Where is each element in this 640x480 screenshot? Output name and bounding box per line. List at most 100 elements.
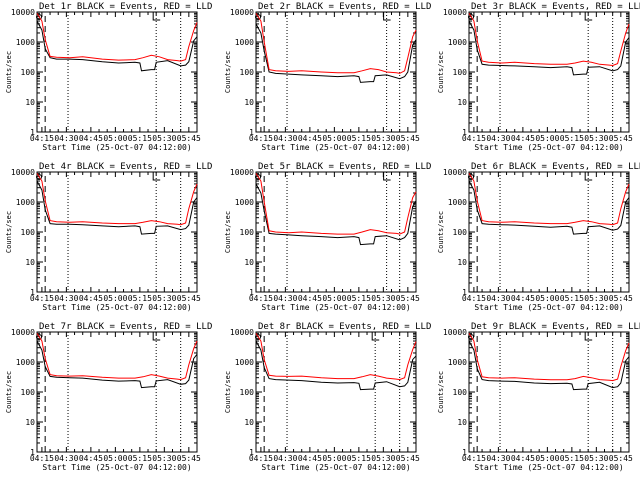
- panel-title: Det 7r BLACK = Events, RED = LLD: [39, 322, 212, 332]
- x-axis-label: Start Time (25-Oct-07 04:12:00): [474, 303, 623, 312]
- y-axis-label: Counts/sec: [5, 51, 13, 93]
- x-tick-label: 05:45: [609, 454, 633, 463]
- y-tick-label: 100: [21, 228, 36, 237]
- series-lld-line: [255, 333, 417, 381]
- x-tick-label: 04:15: [30, 294, 54, 303]
- x-tick-label: 04:45: [79, 294, 103, 303]
- y-tick-label: 10000: [230, 328, 254, 337]
- y-tick-label: 100: [240, 388, 255, 397]
- y-tick-label: 10: [457, 98, 467, 107]
- y-tick-label: 100: [21, 388, 36, 397]
- y-tick-label: 10: [457, 258, 467, 267]
- panel-det-9: Det 9r BLACK = Events, RED = LLD 1 10 100 10…: [437, 322, 640, 472]
- bracket-marker-icon: [383, 12, 391, 21]
- panel-title: Det 9r BLACK = Events, RED = LLD: [471, 322, 640, 332]
- y-tick-label: 1000: [235, 38, 254, 47]
- x-tick-label: 04:30: [273, 454, 297, 463]
- x-tick-label: 04:45: [79, 454, 103, 463]
- series-lld-line: [36, 13, 198, 62]
- series-events-line: [468, 340, 630, 391]
- x-tick-label: 05:45: [609, 134, 633, 143]
- x-tick-label: 05:15: [560, 134, 584, 143]
- y-axis-label: Counts/sec: [437, 211, 445, 253]
- y-tick-label: 1: [462, 288, 467, 297]
- x-tick-label: 05:45: [396, 294, 420, 303]
- y-tick-label: 1: [249, 288, 254, 297]
- y-tick-label: 1000: [448, 38, 467, 47]
- series-events-line: [36, 340, 198, 389]
- x-tick-label: 05:45: [177, 454, 201, 463]
- y-tick-label: 10000: [443, 8, 467, 17]
- x-tick-label: 05:15: [128, 454, 152, 463]
- y-tick-label: 1000: [448, 198, 467, 207]
- panel-title: Det 1r BLACK = Events, RED = LLD: [39, 2, 212, 12]
- panel-det-6: Det 6r BLACK = Events, RED = LLD 1 10 100 10…: [437, 162, 640, 312]
- y-tick-label: 10: [457, 418, 467, 427]
- panel-det-3: Det 3r BLACK = Events, RED = LLD 1 10 100 10…: [437, 2, 640, 152]
- x-tick-label: 04:30: [54, 134, 78, 143]
- panel-title: Det 3r BLACK = Events, RED = LLD: [471, 2, 640, 12]
- panel-det-2: Det 2r BLACK = Events, RED = LLD 1 10 100 10…: [224, 2, 431, 152]
- y-tick-label: 1000: [235, 358, 254, 367]
- series-events-line: [255, 183, 417, 246]
- y-tick-label: 100: [453, 228, 468, 237]
- y-tick-label: 100: [453, 68, 468, 77]
- panel-det-7: Det 7r BLACK = Events, RED = LLD 1 10 100 10…: [5, 322, 212, 472]
- x-tick-label: 04:15: [249, 454, 273, 463]
- x-tick-label: 04:30: [273, 134, 297, 143]
- x-axis-label: Start Time (25-Oct-07 04:12:00): [261, 463, 410, 472]
- x-tick-label: 04:15: [462, 294, 486, 303]
- x-tick-label: 05:00: [535, 134, 559, 143]
- x-tick-label: 04:15: [462, 454, 486, 463]
- series-events-line: [255, 340, 417, 391]
- bracket-marker-icon: [152, 12, 161, 21]
- axes-frame: [468, 11, 630, 133]
- y-tick-label: 1000: [16, 198, 35, 207]
- y-tick-label: 100: [240, 228, 255, 237]
- x-tick-label: 05:00: [103, 454, 127, 463]
- x-tick-label: 04:45: [298, 294, 322, 303]
- y-tick-label: 1000: [448, 358, 467, 367]
- x-tick-label: 05:15: [347, 294, 371, 303]
- x-tick-label: 05:15: [560, 454, 584, 463]
- y-tick-label: 10000: [443, 328, 467, 337]
- x-axis-label: Start Time (25-Oct-07 04:12:00): [42, 143, 191, 152]
- x-tick-label: 04:15: [249, 134, 273, 143]
- x-tick-label: 05:45: [396, 454, 420, 463]
- bracket-marker-icon: [584, 12, 593, 21]
- y-axis-label: Counts/sec: [224, 371, 232, 413]
- x-tick-label: 05:30: [371, 454, 395, 463]
- x-axis-label: Start Time (25-Oct-07 04:12:00): [42, 463, 191, 472]
- x-tick-label: 04:30: [54, 294, 78, 303]
- x-tick-label: 04:45: [298, 454, 322, 463]
- x-tick-label: 05:45: [609, 294, 633, 303]
- x-tick-label: 04:15: [462, 134, 486, 143]
- y-axis-label: Counts/sec: [224, 211, 232, 253]
- x-axis-label: Start Time (25-Oct-07 04:12:00): [474, 463, 623, 472]
- series-lld-line: [255, 13, 417, 74]
- panel-title: Det 8r BLACK = Events, RED = LLD: [258, 322, 431, 332]
- y-tick-label: 10: [244, 418, 254, 427]
- x-tick-label: 05:15: [347, 134, 371, 143]
- panel-det-4: Det 4r BLACK = Events, RED = LLD 1 10 100 10…: [5, 162, 212, 312]
- y-tick-label: 10000: [11, 8, 35, 17]
- x-tick-label: 05:30: [152, 454, 176, 463]
- x-tick-label: 05:45: [177, 294, 201, 303]
- series-events-line: [468, 180, 630, 235]
- y-tick-label: 1: [30, 448, 35, 457]
- x-tick-label: 04:30: [486, 454, 510, 463]
- x-tick-label: 04:15: [30, 454, 54, 463]
- x-tick-label: 05:30: [584, 134, 608, 143]
- x-tick-label: 05:15: [347, 454, 371, 463]
- axes-frame: [36, 331, 198, 453]
- x-tick-label: 04:45: [511, 134, 535, 143]
- y-tick-label: 1: [30, 288, 35, 297]
- y-tick-label: 1: [30, 128, 35, 137]
- x-tick-label: 05:15: [128, 294, 152, 303]
- panel-det-8: Det 8r BLACK = Events, RED = LLD 1 10 100 10…: [224, 322, 431, 472]
- start-marker-icon: [36, 14, 42, 20]
- series-events-line: [468, 20, 630, 76]
- axes-frame: [36, 171, 198, 293]
- axes-frame: [36, 11, 198, 133]
